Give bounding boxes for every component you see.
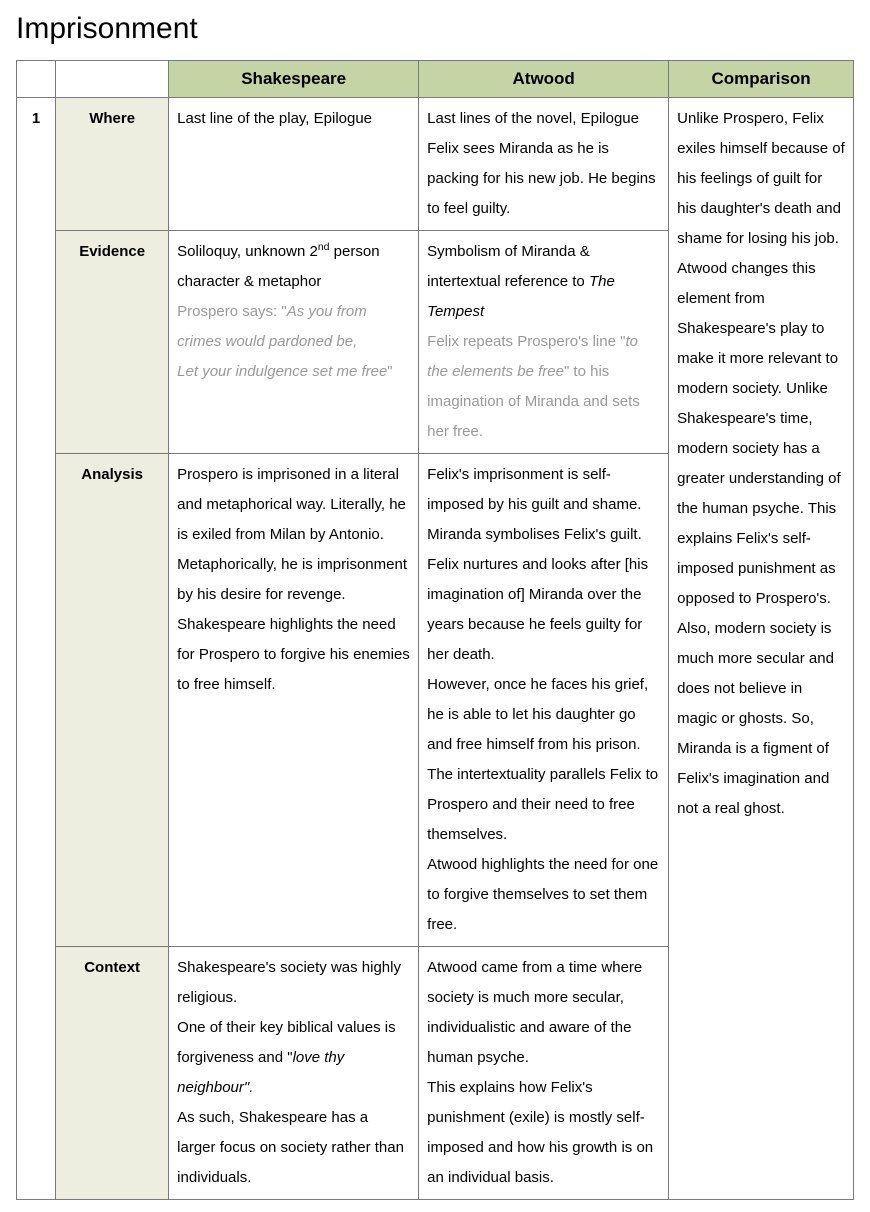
header-empty-1 <box>17 61 56 98</box>
evidence-shake-intro-pre: Soliloquy, unknown 2 <box>177 243 318 260</box>
context-shake-post: As such, Shakespeare has a larger focus … <box>177 1109 404 1186</box>
header-row: Shakespeare Atwood Comparison <box>17 61 854 98</box>
context-shake-pre: Shakespeare's society was highly religio… <box>177 959 401 1066</box>
analysis-shakespeare: Prospero is imprisoned in a literal and … <box>169 453 419 946</box>
evidence-shake-grey-pre: Prospero says: " <box>177 303 287 320</box>
evidence-atwood-intro-pre: Symbolism of Miranda & intertextual refe… <box>427 243 590 290</box>
analysis-atwood: Felix's imprisonment is self-imposed by … <box>419 453 669 946</box>
comparison-table: Shakespeare Atwood Comparison 1 Where La… <box>16 60 854 1200</box>
comparison-cell: Unlike Prospero, Felix exiles himself be… <box>669 97 854 1199</box>
label-evidence: Evidence <box>56 230 169 453</box>
where-atwood: Last lines of the novel, Epilogue Felix … <box>419 97 669 230</box>
page-title: Imprisonment <box>16 12 854 46</box>
header-empty-2 <box>56 61 169 98</box>
where-atwood-l2: Felix sees Miranda as he is packing for … <box>427 140 655 217</box>
evidence-atwood-grey-pre: Felix repeats Prospero's line " <box>427 333 625 350</box>
context-atwood: Atwood came from a time where society is… <box>419 946 669 1199</box>
row-where: 1 Where Last line of the play, Epilogue … <box>17 97 854 230</box>
where-shakespeare: Last line of the play, Epilogue <box>169 97 419 230</box>
label-context: Context <box>56 946 169 1199</box>
evidence-atwood: Symbolism of Miranda & intertextual refe… <box>419 230 669 453</box>
header-comparison: Comparison <box>669 61 854 98</box>
header-atwood: Atwood <box>419 61 669 98</box>
evidence-shakespeare: Soliloquy, unknown 2nd person character … <box>169 230 419 453</box>
context-shakespeare: Shakespeare's society was highly religio… <box>169 946 419 1199</box>
evidence-atwood-grey: Felix repeats Prospero's line "to the el… <box>427 333 640 440</box>
evidence-shake-sup: nd <box>318 241 330 253</box>
label-where: Where <box>56 97 169 230</box>
label-analysis: Analysis <box>56 453 169 946</box>
where-atwood-l1: Last lines of the novel, Epilogue <box>427 110 639 127</box>
row-number: 1 <box>17 97 56 1199</box>
evidence-shake-quote2: Let your indulgence set me free <box>177 363 387 380</box>
evidence-shake-grey: Prospero says: "As you from crimes would… <box>177 303 392 380</box>
evidence-shake-grey-post: " <box>387 363 392 380</box>
header-shakespeare: Shakespeare <box>169 61 419 98</box>
